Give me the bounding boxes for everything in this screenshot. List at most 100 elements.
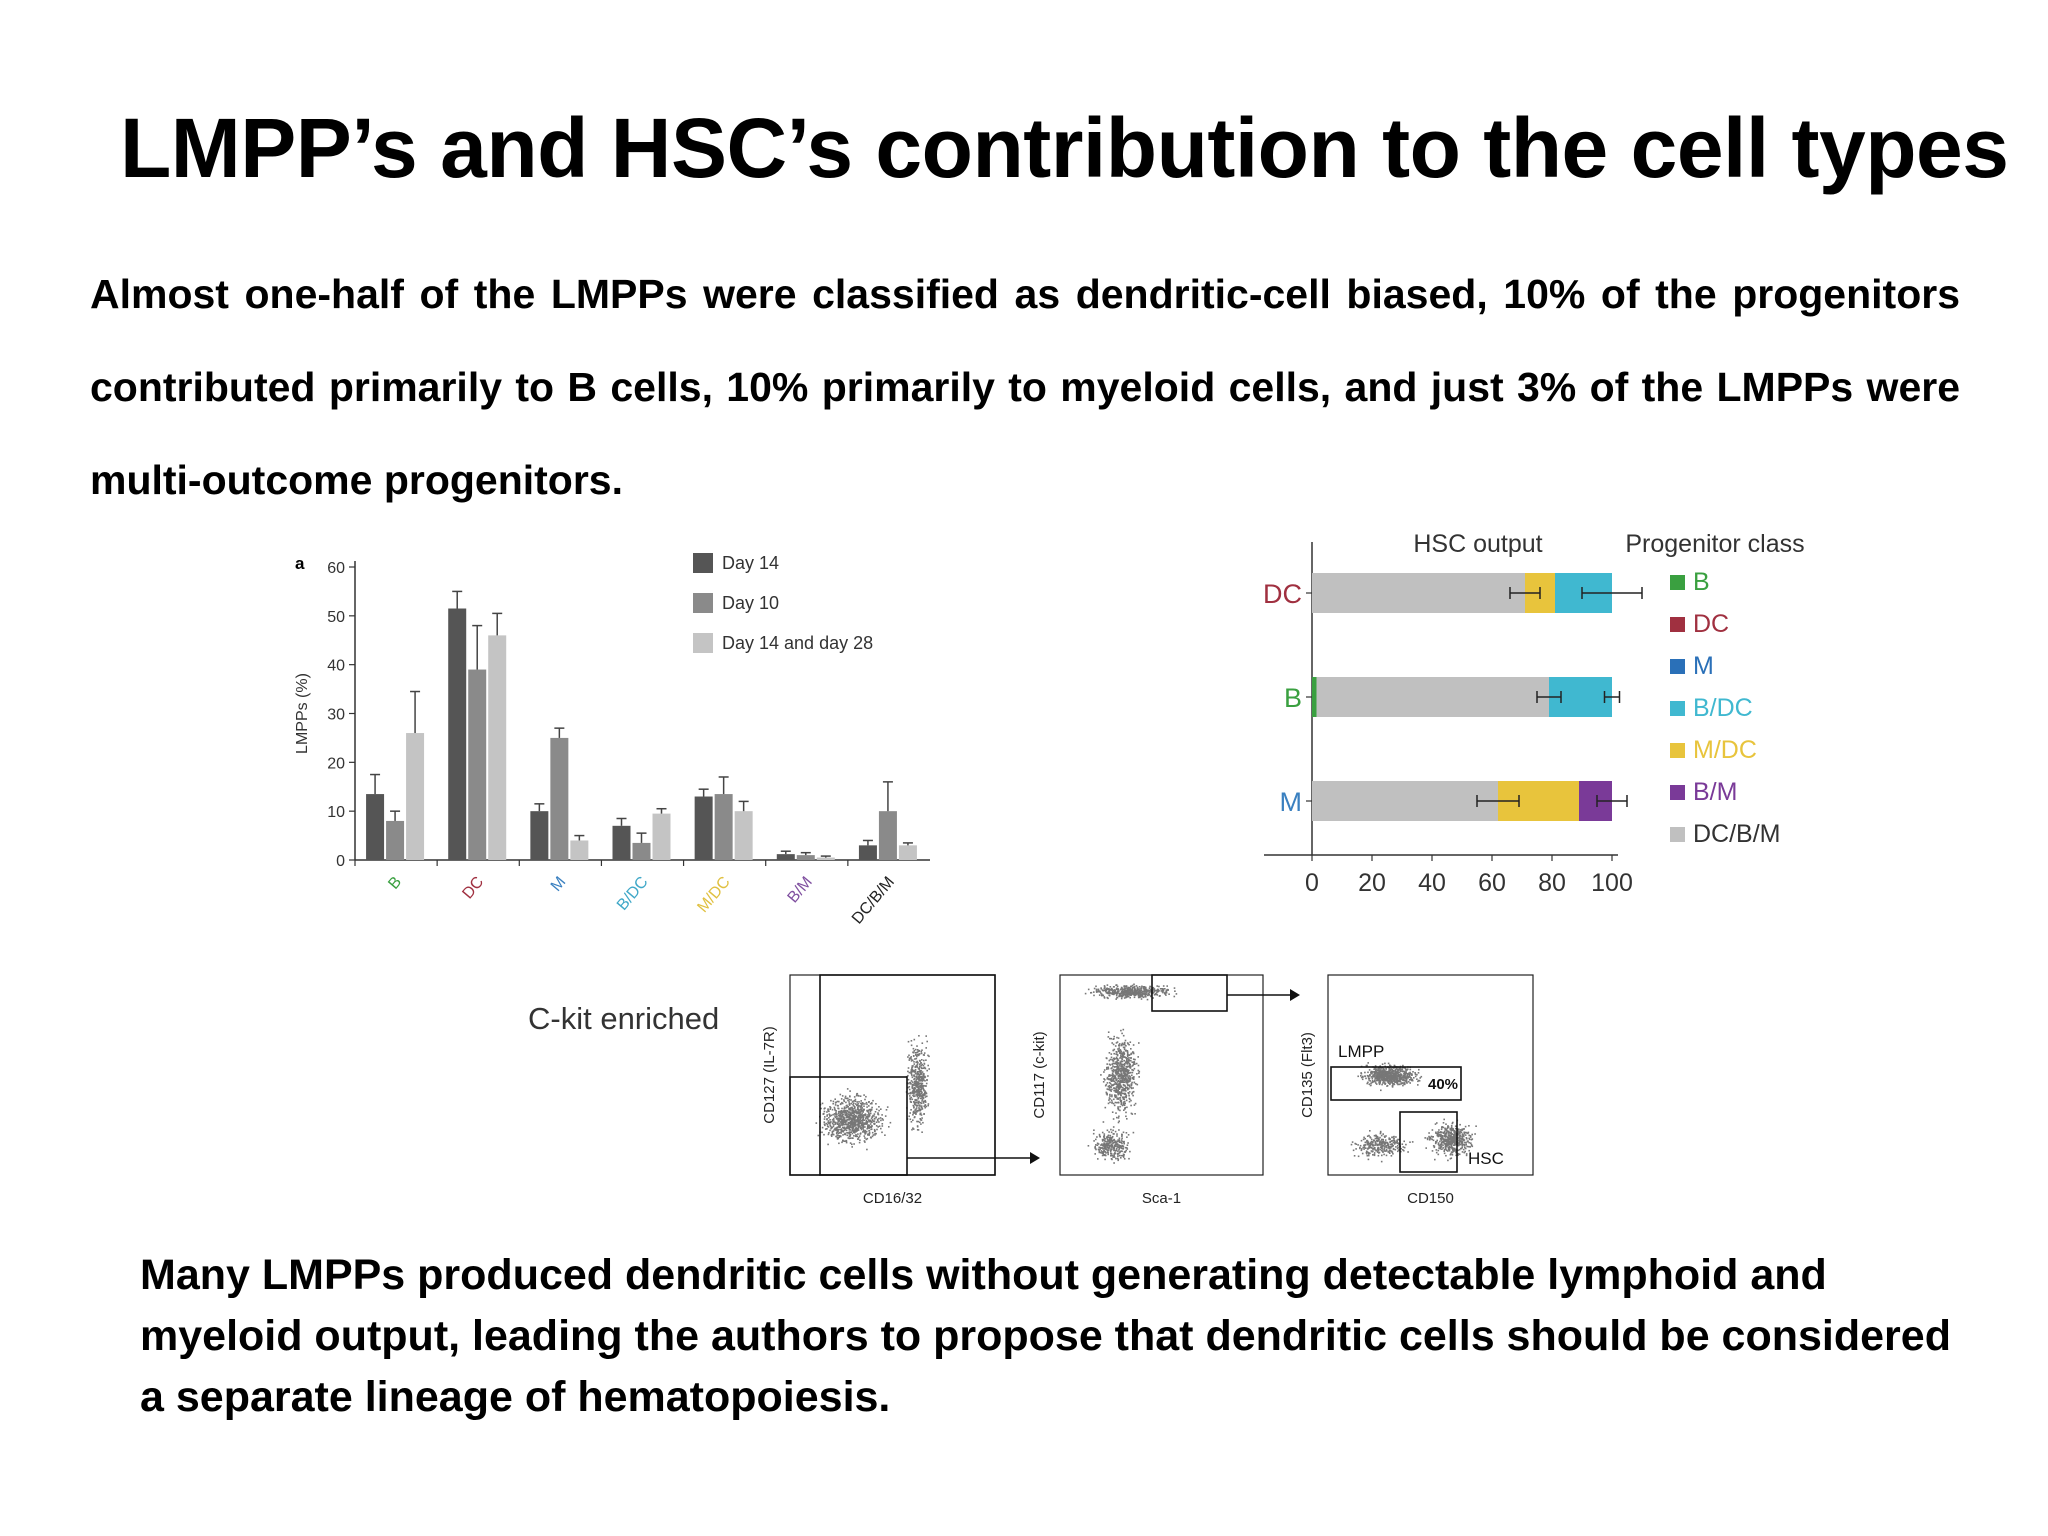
bar (858, 845, 877, 860)
legend-title: Progenitor class (1625, 530, 1804, 558)
lmpp-gate-box (1330, 1066, 1462, 1101)
legend-entry: DC/B/M (1693, 820, 1781, 848)
y-tick-label: B (1284, 683, 1302, 713)
bar (386, 820, 405, 860)
legend-swatch (693, 553, 713, 573)
x-tick-label: 100 (1591, 869, 1633, 897)
gate-box (1151, 974, 1228, 1012)
y-tick-label: 50 (327, 609, 345, 626)
flow-x-axis-label: CD150 (1407, 1190, 1454, 1207)
hsc-gate-box (1399, 1111, 1458, 1173)
bar (694, 796, 713, 860)
legend-swatch (1670, 701, 1685, 716)
hsc-output-stacked-bar-chart: HSC output Progenitor class 0 20 40 60 80 100 DC… (1263, 530, 1805, 897)
lmpp-gate-percent: 40% (1428, 1076, 1458, 1093)
legend-swatch (1670, 785, 1685, 800)
bar (632, 842, 651, 860)
bar (714, 794, 733, 860)
legend-entry: Day 14 and day 28 (722, 633, 873, 653)
legend-swatch (1670, 743, 1685, 758)
y-tick-label: 60 (327, 560, 345, 577)
bar (898, 845, 917, 860)
stacked-bar-segment (1312, 573, 1525, 613)
legend-entry: M (1693, 652, 1714, 680)
x-tick-label: DC/B/M (849, 874, 898, 928)
slide-title: LMPP’s and HSC’s contribution to the cel… (120, 101, 2009, 195)
flow-plot-events (815, 1035, 930, 1151)
bar (406, 733, 425, 860)
legend-swatch (693, 593, 713, 613)
x-tick-label: M (548, 874, 570, 895)
bar (468, 669, 487, 860)
legend-swatch (1670, 617, 1685, 632)
x-tick-label: 20 (1358, 869, 1386, 897)
legend-swatch (1670, 659, 1685, 674)
flow-plot-frame (1327, 974, 1534, 1176)
flow-x-axis-label: CD16/32 (863, 1190, 922, 1207)
x-tick-label: 0 (1305, 869, 1319, 897)
y-tick-label: 10 (327, 804, 345, 821)
legend-swatch (1670, 575, 1685, 590)
flow-plot-frame (789, 974, 996, 1176)
flow-y-axis-label: CD135 (Flt3) (1299, 1032, 1316, 1118)
bar (448, 608, 467, 860)
x-tick-label: 80 (1538, 869, 1566, 897)
c-kit-enriched-label: C-kit enriched (528, 1001, 720, 1036)
y-tick-label: M (1280, 787, 1303, 817)
bar (488, 635, 507, 860)
stacked-bar-segment (1312, 781, 1498, 821)
intro-paragraph: Almost one-half of the LMPPs were classi… (90, 271, 1960, 503)
legend-entry: Day 14 (722, 553, 779, 573)
flow-y-axis-label: CD117 (c-kit) (1031, 1031, 1048, 1118)
chart-title: HSC output (1413, 530, 1542, 558)
bar (570, 840, 589, 860)
bar (776, 854, 795, 860)
x-tick-label: B/M (785, 874, 816, 907)
bar (550, 737, 569, 860)
flow-plot-events (1084, 983, 1178, 1164)
legend-entry: B (1693, 568, 1710, 596)
gate-box (819, 974, 996, 1176)
y-tick-label: 0 (336, 853, 345, 870)
y-tick-label: 20 (327, 755, 345, 772)
x-tick-label: B (385, 874, 405, 893)
bar (530, 811, 549, 860)
x-tick-label: M/DC (694, 874, 733, 916)
gating-arrowhead (1290, 989, 1300, 1001)
panel-label: a (295, 554, 305, 573)
hsc-gate-label: HSC (1468, 1149, 1504, 1168)
y-tick-label: 30 (327, 707, 345, 724)
legend-swatch (1670, 827, 1685, 842)
y-axis-label: LMPPs (%) (294, 673, 311, 754)
bar (878, 811, 897, 860)
x-tick-label: 40 (1418, 869, 1446, 897)
bar (796, 855, 815, 860)
conclusion-paragraph: Many LMPPs produced dendritic cells with… (140, 1251, 1951, 1421)
stacked-bar-segment (1312, 677, 1317, 717)
legend-entry: B/DC (1693, 694, 1753, 722)
flow-plot-events (1350, 1062, 1477, 1163)
x-tick-label: DC (459, 874, 487, 903)
bar (734, 811, 753, 860)
y-tick-label: 40 (327, 658, 345, 675)
stacked-bar-segment (1316, 677, 1549, 717)
x-tick-label: B/DC (614, 874, 652, 914)
bar (816, 857, 835, 860)
lmpp-gate-label: LMPP (1338, 1042, 1384, 1061)
bar (366, 794, 385, 860)
legend-entry: DC (1693, 610, 1729, 638)
lmpp-grouped-bar-chart: a 0 10 20 30 40 50 60 LMPPs (%) B DC M B/DC M/DC B/M DC… (294, 553, 930, 928)
legend-swatch (693, 633, 713, 653)
legend-entry: Day 10 (722, 593, 779, 613)
flow-plot-frame (1059, 974, 1264, 1176)
gating-arrowhead (1030, 1152, 1040, 1164)
flow-x-axis-label: Sca-1 (1142, 1190, 1181, 1207)
flow-y-axis-label: CD127 (IL-7R) (761, 1026, 778, 1124)
bar (612, 825, 631, 860)
legend-entry: B/M (1693, 778, 1737, 806)
x-tick-label: 60 (1478, 869, 1506, 897)
legend-entry: M/DC (1693, 736, 1757, 764)
y-tick-label: DC (1263, 579, 1302, 609)
bar (652, 813, 671, 860)
flow-cytometry-panels: CD127 (IL-7R) CD16/32 CD117 (c-kit) Sca-1 CD… (761, 974, 1534, 1207)
